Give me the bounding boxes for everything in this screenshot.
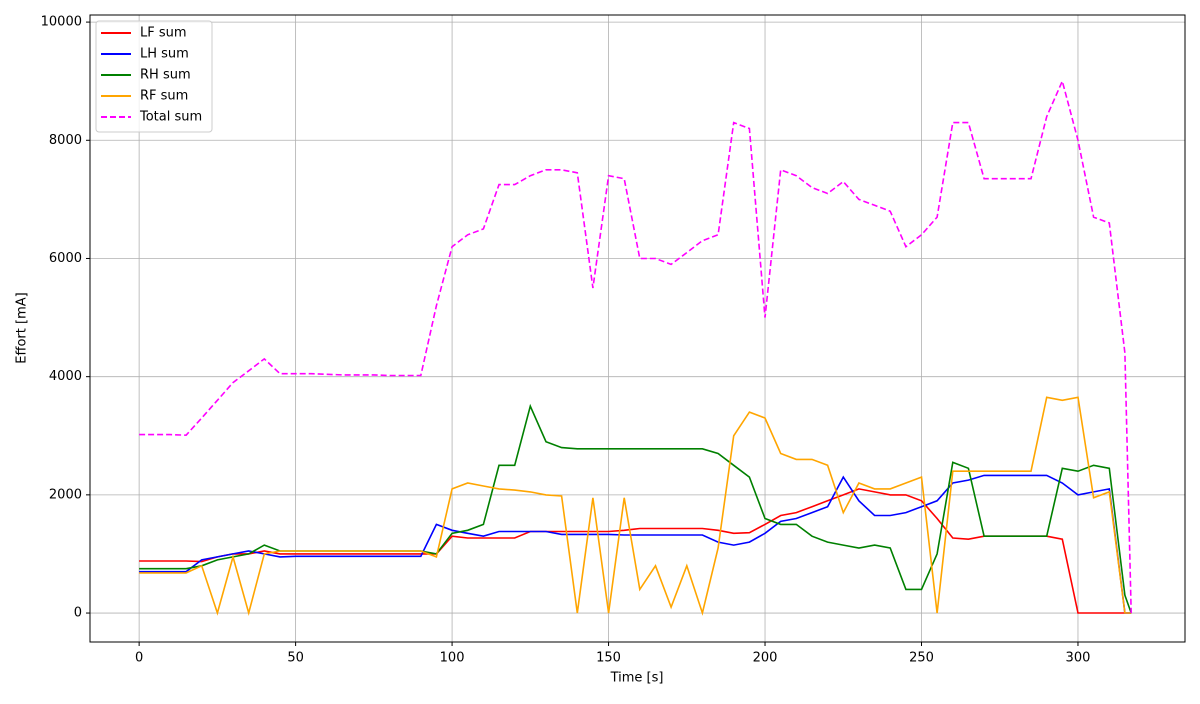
legend-box [95,20,213,133]
y-tick-label: 4000 [49,369,82,384]
x-tick-label: 200 [753,651,778,666]
x-tick-label: 50 [287,651,304,666]
y-tick-label: 8000 [49,133,82,148]
x-tick-label: 0 [135,651,143,666]
legend-label: LH sum [140,47,189,62]
x-tick-label: 250 [909,651,934,666]
y-tick-label: 6000 [49,251,82,266]
series-line [139,488,1132,614]
legend-label: RH sum [140,68,191,83]
x-axis-label: Time [s] [610,671,664,686]
y-tick-label: 10000 [41,15,82,30]
plot-frame [89,14,1186,643]
y-axis-label: Effort [mA] [15,292,30,363]
series-line [139,396,1132,617]
x-tick-label: 150 [596,651,621,666]
x-tick-label: 300 [1066,651,1091,666]
series-line [139,474,1132,614]
y-tick-label: 0 [74,606,82,621]
y-tick-label: 2000 [49,487,82,502]
x-tick-label: 100 [440,651,465,666]
legend-label: Total sum [139,110,202,125]
legend-label: LF sum [140,26,187,41]
legend-label: RF sum [140,89,188,104]
